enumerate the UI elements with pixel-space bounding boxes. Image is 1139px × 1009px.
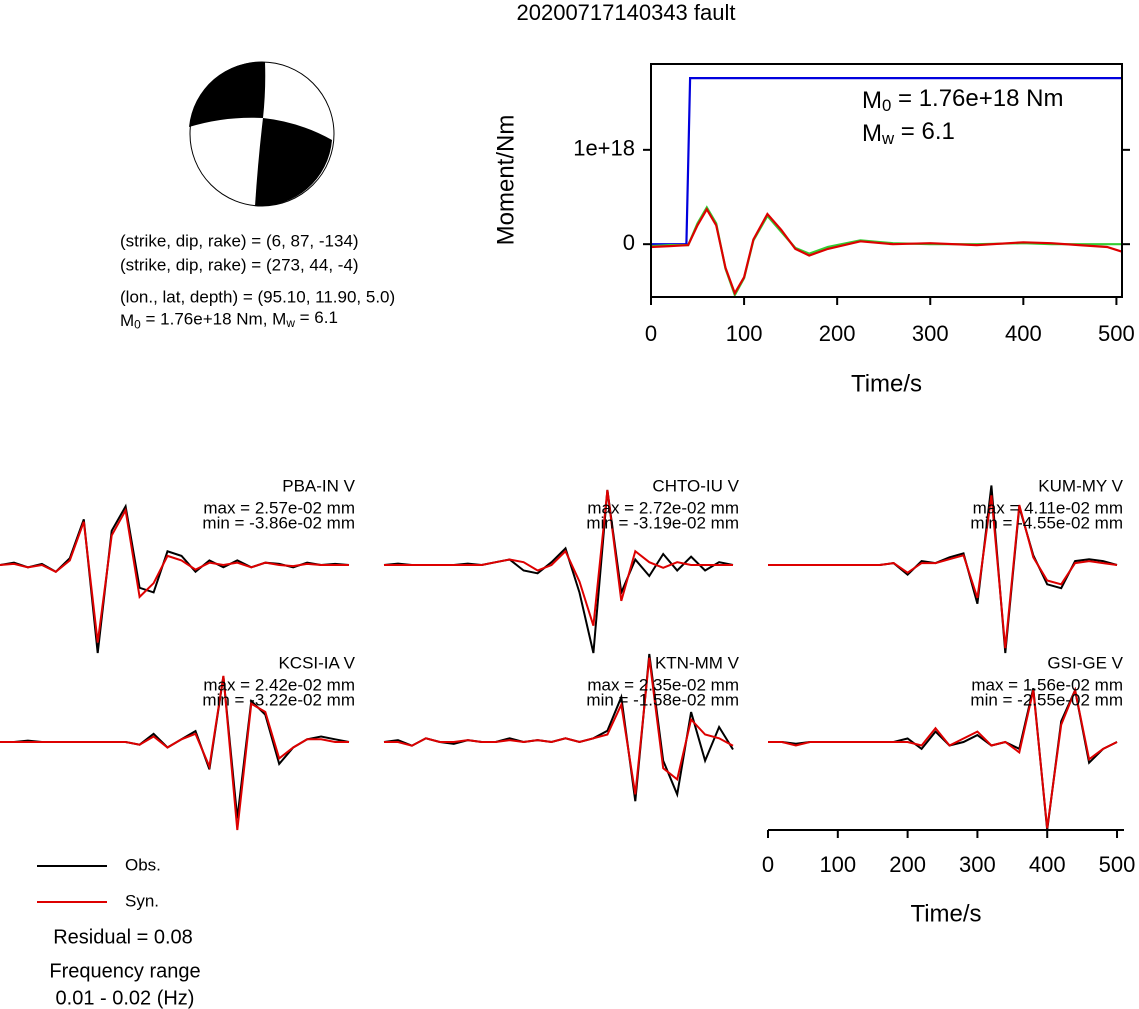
max-label: max = 2.42e-02 mm — [203, 675, 355, 694]
waveform-trace — [768, 495, 1118, 649]
x-axis-label: Time/s — [851, 370, 922, 397]
text-part: = 6.1 — [295, 308, 338, 327]
min-label: min = -3.22e-02 mm — [202, 690, 355, 709]
series-line — [650, 207, 1123, 296]
x-tick-label: 0 — [762, 852, 774, 877]
max-label: max = 2.35e-02 mm — [587, 675, 739, 694]
x-axis-label: Time/s — [910, 900, 981, 927]
max-label: max = 1.56e-02 mm — [971, 675, 1123, 694]
moment-line: M0 = 1.76e+18 Nm, Mw = 6.1 — [120, 308, 338, 331]
station-label: CHTO-IU V — [652, 476, 739, 495]
min-label: min = -2.55e-02 mm — [970, 690, 1123, 709]
legend-label: Obs. — [125, 855, 161, 874]
x-tick-label: 300 — [912, 321, 949, 346]
mechanism-line: (strike, dip, rake) = (6, 87, -134) — [120, 231, 359, 250]
max-label: max = 4.11e-02 mm — [973, 498, 1123, 517]
station-label: KTN-MM V — [655, 653, 740, 672]
waveform-trace — [0, 675, 349, 831]
x-tick-label: 0 — [645, 321, 657, 346]
max-label: max = 2.72e-02 mm — [587, 498, 739, 517]
y-axis-label: Moment/Nm — [492, 115, 519, 246]
text-part: = 1.76e+18 Nm — [891, 85, 1063, 112]
x-tick-label: 400 — [1029, 852, 1066, 877]
waveform-trace — [384, 657, 734, 795]
x-tick-label: 400 — [1005, 321, 1042, 346]
plot-frame — [650, 63, 1123, 298]
frequency-label: Frequency range — [49, 960, 200, 982]
waveform-trace — [384, 489, 733, 627]
waveform-trace — [0, 507, 349, 643]
y-tick-label: 0 — [623, 230, 635, 255]
waveform-trace — [768, 686, 1118, 829]
subscript: 0 — [882, 96, 891, 115]
min-label: min = -3.19e-02 mm — [586, 513, 739, 532]
residual: Residual = 0.08 — [53, 926, 193, 948]
text-part: M — [862, 120, 882, 147]
x-tick-label: 300 — [959, 852, 996, 877]
x-tick-label: 200 — [889, 852, 926, 877]
min-label: min = -1.58e-02 mm — [586, 690, 739, 709]
compression-quadrant — [255, 118, 332, 207]
station-label: PBA-IN V — [282, 476, 355, 495]
y-tick-label: 1e+18 — [573, 136, 635, 161]
figure-title: 20200717140343 fault — [517, 0, 736, 25]
beachball — [189, 61, 335, 207]
max-label: max = 2.57e-02 mm — [203, 498, 355, 517]
frequency-range: 0.01 - 0.02 (Hz) — [56, 987, 195, 1009]
subscript: 0 — [134, 318, 141, 332]
x-tick-label: 500 — [1099, 852, 1136, 877]
text-part: M — [862, 87, 882, 114]
station-label: KUM-MY V — [1038, 476, 1123, 495]
compression-quadrant — [189, 61, 266, 127]
legend-label: Syn. — [125, 891, 159, 910]
x-tick-label: 200 — [819, 321, 856, 346]
min-label: min = -4.55e-02 mm — [970, 513, 1123, 532]
station-label: GSI-GE V — [1047, 653, 1123, 672]
station-label: KCSI-IA V — [278, 653, 355, 672]
mechanism-line: (strike, dip, rake) = (273, 44, -4) — [120, 255, 359, 274]
text-part: = 1.76e+18 Nm, M — [141, 310, 287, 329]
x-tick-label: 500 — [1098, 321, 1135, 346]
x-tick-label: 100 — [819, 852, 856, 877]
x-tick-label: 100 — [726, 321, 763, 346]
annotation: Mw = 6.1 — [862, 118, 955, 148]
subscript: w — [285, 316, 295, 330]
annotation: M0 = 1.76e+18 Nm — [862, 85, 1063, 115]
mechanism-line: (lon., lat, depth) = (95.10, 11.90, 5.0) — [120, 287, 395, 306]
text-part: M — [120, 311, 134, 330]
subscript: w — [881, 129, 895, 148]
text-part: = 6.1 — [894, 118, 955, 145]
min-label: min = -3.86e-02 mm — [202, 513, 355, 532]
